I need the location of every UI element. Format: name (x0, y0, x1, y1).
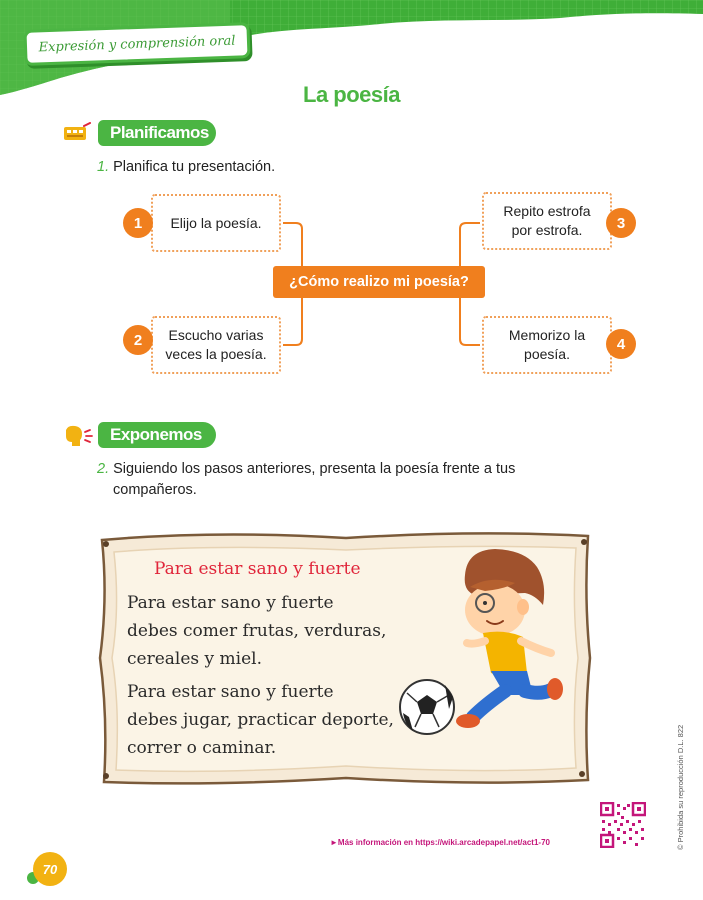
instruction-2: 2. Siguiendo los pasos anteriores, presen… (97, 459, 515, 501)
instruction-2-number: 2. (97, 461, 110, 477)
boy-soccer-illustration (399, 549, 563, 735)
more-info-link[interactable]: ►Más información en https://wiki.arcadep… (330, 838, 550, 847)
step-3-line2: por estrofa. (511, 222, 583, 238)
copyright-note: © Prohibida su reproducción D.L. 822 (676, 724, 685, 850)
step-3-line1: Repito estrofa (503, 203, 591, 219)
step-box-1: Elijo la poesía. (151, 194, 281, 252)
mindmap-center-node: ¿Cómo realizo mi poesía? (273, 266, 485, 298)
step-2-line1: Escucho varias (168, 327, 264, 343)
qr-code-icon[interactable] (600, 802, 646, 848)
step-number-4: 4 (606, 329, 636, 359)
exponemos-heading: Exponemos (98, 422, 216, 448)
poem-line: Para estar sano y fuerte (127, 682, 334, 702)
step-4-line1: Memorizo la (508, 327, 586, 343)
poem-line: debes jugar, practicar deporte, (127, 710, 394, 730)
step-4-line2: poesía. (524, 346, 570, 362)
step-1-line1: Elijo la poesía. (170, 214, 262, 231)
step-2-line2: veces la poesía. (165, 346, 267, 362)
parchment-frame (98, 532, 592, 785)
step-box-4: Memorizo la poesía. (482, 316, 612, 374)
presentation-board-icon (64, 122, 91, 140)
poem-line: cereales y miel. (127, 649, 262, 669)
step-box-2: Escucho varias veces la poesía. (151, 316, 281, 374)
step-box-3: Repito estrofa por estrofa. (482, 192, 612, 250)
step-number-3: 3 (606, 208, 636, 238)
speaking-head-icon (66, 425, 93, 446)
step-number-1: 1 (123, 208, 153, 238)
poem-line: correr o caminar. (127, 738, 277, 758)
instruction-2-line1: Siguiendo los pasos anteriores, presenta… (113, 461, 516, 477)
page-title: La poesía (303, 82, 400, 107)
instruction-1: 1. Planifica tu presentación. (97, 157, 275, 178)
poem-line: debes comer frutas, verduras, (127, 621, 387, 641)
step-number-2: 2 (123, 325, 153, 355)
mindmap-connectors (283, 222, 480, 346)
instruction-2-line2: compañeros. (113, 482, 197, 498)
poem-title: Para estar sano y fuerte (154, 559, 361, 579)
instruction-1-number: 1. (97, 159, 110, 175)
planificamos-heading: Planificamos (98, 120, 216, 146)
poem-line: Para estar sano y fuerte (127, 593, 334, 613)
page-number: 70 (33, 852, 67, 886)
instruction-1-text: Planifica tu presentación. (113, 159, 276, 175)
